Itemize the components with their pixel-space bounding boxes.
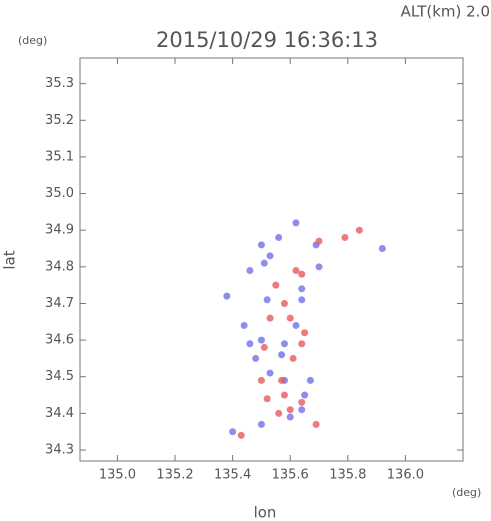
- y-tick-label: 34.8: [45, 259, 74, 274]
- echo-point: [246, 340, 254, 348]
- y-tick-label: 34.7: [45, 296, 74, 311]
- echo-point: [240, 321, 248, 329]
- echo-point: [378, 245, 386, 253]
- y-tick-label: 34.5: [45, 369, 74, 384]
- echo-point: [278, 376, 286, 384]
- y-unit: (deg): [18, 34, 47, 47]
- echo-point: [266, 369, 274, 377]
- echo-point: [341, 234, 349, 242]
- echo-point: [266, 314, 274, 322]
- echo-point: [306, 376, 314, 384]
- echo-point: [292, 266, 300, 274]
- y-tick-label: 34.9: [45, 223, 74, 238]
- x-tick-label: 136.0: [387, 468, 424, 483]
- echo-point: [278, 351, 286, 359]
- echo-point: [223, 292, 231, 300]
- echo-point: [263, 296, 271, 304]
- echo-point: [298, 340, 306, 348]
- echo-point: [301, 329, 309, 337]
- echo-point: [257, 336, 265, 344]
- y-tick-label: 34.4: [45, 406, 74, 421]
- echo-point: [280, 391, 288, 399]
- y-tick-label: 35.1: [45, 149, 74, 164]
- y-tick-label: 35.2: [45, 113, 74, 128]
- y-axis-label: lat: [1, 250, 19, 269]
- x-tick-label: 135.0: [99, 468, 136, 483]
- echo-point: [260, 259, 268, 267]
- y-tick-label: 35.0: [45, 186, 74, 201]
- echo-point: [280, 340, 288, 348]
- echo-point: [355, 226, 363, 234]
- echo-point: [286, 406, 294, 414]
- echo-point: [292, 321, 300, 329]
- y-tick-label: 35.3: [45, 76, 74, 91]
- echo-point: [312, 420, 320, 428]
- echo-point: [275, 234, 283, 242]
- echo-point: [298, 270, 306, 278]
- echo-point: [257, 420, 265, 428]
- echo-point: [229, 428, 237, 436]
- echo-point: [298, 285, 306, 293]
- y-tick-label: 34.6: [45, 333, 74, 348]
- x-tick-label: 135.6: [272, 468, 309, 483]
- echo-point: [315, 263, 323, 271]
- chart-title: 2015/10/29 16:36:13: [156, 28, 378, 52]
- echo-point: [237, 431, 245, 439]
- echo-point: [292, 219, 300, 227]
- plot-frame: [79, 57, 464, 462]
- echo-point: [246, 266, 254, 274]
- echo-point: [272, 281, 280, 289]
- echo-point: [252, 354, 260, 362]
- echo-point: [286, 314, 294, 322]
- x-tick-label: 135.8: [329, 468, 366, 483]
- echo-point: [257, 376, 265, 384]
- echo-point: [280, 299, 288, 307]
- echo-point: [298, 406, 306, 414]
- y-tick-label: 34.3: [45, 443, 74, 458]
- echo-point: [315, 237, 323, 245]
- x-unit: (deg): [452, 486, 481, 499]
- echo-point: [298, 398, 306, 406]
- x-tick-label: 135.4: [214, 468, 251, 483]
- echo-point: [275, 409, 283, 417]
- x-tick-label: 135.2: [156, 468, 193, 483]
- echo-point: [263, 395, 271, 403]
- echo-point: [266, 252, 274, 260]
- echo-point: [298, 296, 306, 304]
- echo-point: [260, 343, 268, 351]
- echo-point: [301, 391, 309, 399]
- echo-point: [289, 354, 297, 362]
- echo-point: [286, 413, 294, 421]
- x-axis-label: lon: [254, 504, 277, 521]
- echo-point: [257, 241, 265, 249]
- altitude-label: ALT(km) 2.0: [401, 3, 490, 21]
